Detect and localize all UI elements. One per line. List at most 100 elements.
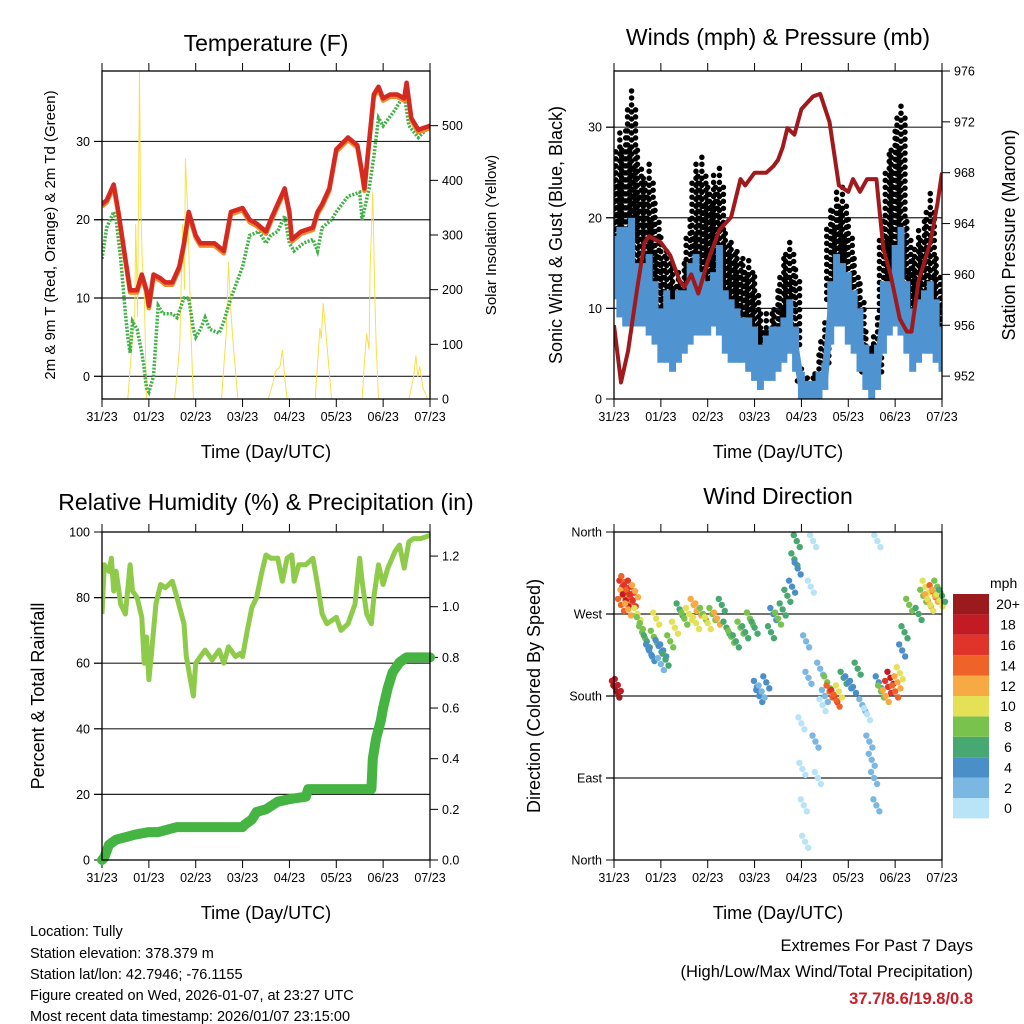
x-tick-label: 02/23 xyxy=(180,871,211,885)
wind-direction-point xyxy=(877,543,884,551)
x-tick-label: 03/23 xyxy=(739,410,770,424)
wind-direction-point xyxy=(681,615,688,622)
x-tick-label: 06/23 xyxy=(880,871,911,885)
wind-direction-point xyxy=(837,668,844,675)
wind-direction-point xyxy=(823,682,830,689)
legend-swatch xyxy=(953,716,989,737)
x-tick-label: 03/23 xyxy=(739,871,770,885)
legend-label: 20+ xyxy=(996,596,1020,612)
wind-direction-point xyxy=(941,598,949,605)
temperature-2m-line xyxy=(102,80,430,309)
wind-direction-point xyxy=(879,686,886,694)
wind-direction-point xyxy=(779,606,786,613)
wind-direction-point xyxy=(692,600,699,607)
x-tick-label: 07/23 xyxy=(926,410,957,424)
x-tick-label: 01/23 xyxy=(133,871,164,885)
y-tick-label: 60 xyxy=(76,657,90,671)
wind-direction-point xyxy=(626,591,633,598)
y-tick-label: 40 xyxy=(76,722,90,736)
x-tick-label: 31/23 xyxy=(598,410,629,424)
wind-direction-point xyxy=(884,668,891,675)
wind-direction-point xyxy=(835,688,843,695)
temperature-y-axis-label: 2m & 9m T (Red, Orange) & 2m Td (Green) xyxy=(42,90,59,379)
wind-direction-point xyxy=(851,659,858,666)
wind-direction-point xyxy=(750,677,758,685)
wind-direction-point xyxy=(673,600,680,607)
wind-direction-point xyxy=(836,703,843,710)
wind-direction-point xyxy=(891,673,898,680)
wind-direction-point xyxy=(787,598,794,605)
x-tick-label: 01/23 xyxy=(645,410,676,424)
y2-tick-label: 976 xyxy=(954,65,975,79)
wind-direction-point xyxy=(873,802,880,809)
wind-direction-point xyxy=(927,601,934,609)
wind-direction-point xyxy=(645,645,652,653)
pressure-y2-axis-label: Station Pressure (Maroon) xyxy=(999,129,1019,340)
wind-direction-point xyxy=(774,615,782,622)
x-tick-label: 04/23 xyxy=(274,410,305,424)
wind-direction-point xyxy=(802,771,809,779)
y2-tick-label: 0.4 xyxy=(442,752,459,766)
wind-direction-point xyxy=(852,689,860,697)
legend-label: 10 xyxy=(1000,698,1016,714)
wind-direction-point xyxy=(777,621,785,628)
wind-direction-point xyxy=(668,618,676,625)
wind-direction-point xyxy=(876,808,883,815)
wind-direction-point xyxy=(812,738,819,745)
wind-direction-point xyxy=(860,705,868,712)
wind-direction-point xyxy=(785,577,793,584)
wind-direction-point xyxy=(896,670,904,677)
x-tick-label: 31/23 xyxy=(86,410,117,424)
wind-direction-point xyxy=(621,600,629,607)
wind-direction-point xyxy=(713,615,721,622)
wind-speed-line xyxy=(614,264,942,394)
y2-tick-label: 972 xyxy=(954,115,975,129)
wind-direction-point xyxy=(701,613,708,621)
x-tick-label: 05/23 xyxy=(833,871,864,885)
wind-direction-point xyxy=(810,589,817,596)
wind-direction-point xyxy=(794,565,801,572)
wind-direction-point xyxy=(771,609,779,616)
legend-swatch xyxy=(953,675,989,696)
wind-direction-point xyxy=(816,695,823,703)
x-tick-label: 02/23 xyxy=(692,871,723,885)
wind-direction-point xyxy=(897,685,904,692)
wind-direction-point xyxy=(647,627,655,634)
y2-tick-label: 0.0 xyxy=(442,854,459,868)
wind-direction-point xyxy=(898,647,906,654)
wind-direction-point xyxy=(867,768,875,776)
wind-direction-point xyxy=(888,682,896,689)
wind-direction-point xyxy=(770,635,778,642)
wind-direction-point xyxy=(788,583,796,590)
wind-direction-point xyxy=(928,586,936,593)
wind-direction-point xyxy=(660,666,668,674)
wind-direction-point xyxy=(874,682,882,689)
wind-direction-point xyxy=(931,577,938,584)
wind-direction-point xyxy=(735,644,743,651)
wind-direction-point xyxy=(793,537,800,545)
x-tick-label: 02/23 xyxy=(692,410,723,424)
y-tick-label: South xyxy=(569,690,602,704)
wind-direction-point xyxy=(655,621,663,628)
pressure-line xyxy=(614,91,942,385)
wind-direction-point xyxy=(814,774,822,782)
y2-tick-label: 300 xyxy=(442,229,463,243)
x-tick-label: 06/23 xyxy=(880,410,911,424)
panel-1: 0 10 20 30 952 956 960 964 968 972 976 31/23 01/23 02… xyxy=(588,63,975,424)
wind-direction-point xyxy=(732,638,740,645)
legend-swatch xyxy=(953,757,989,778)
wind-direction-point xyxy=(935,586,943,593)
wind-direction-point xyxy=(796,759,803,767)
wind-direction-point xyxy=(795,714,802,721)
wind-direction-point xyxy=(895,641,903,648)
temperature-chart-title: Temperature (F) xyxy=(184,30,349,56)
legend-label: 18 xyxy=(1000,617,1016,633)
legend-swatch xyxy=(953,594,989,615)
wind-direction-point xyxy=(815,744,822,751)
wind-direction-point xyxy=(761,694,768,701)
extremes-heading: Extremes For Past 7 Days xyxy=(780,937,973,955)
wind-direction-point xyxy=(671,624,679,631)
dewpoint-line xyxy=(102,89,430,397)
winds-chart-title: Winds (mph) & Pressure (mb) xyxy=(626,24,930,50)
y2-tick-label: 500 xyxy=(442,119,463,133)
